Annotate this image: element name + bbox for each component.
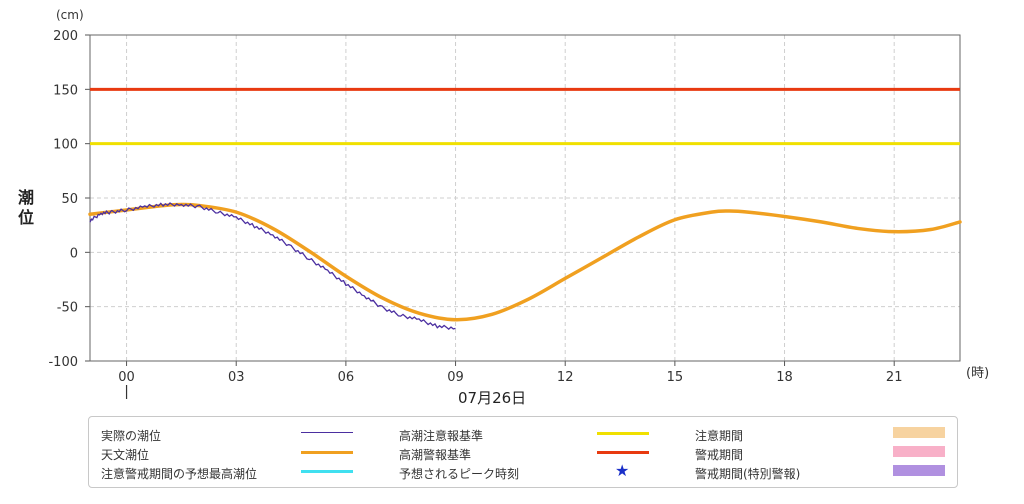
y-tick-label: -50 [57, 301, 78, 316]
y-axis-label-char-2: 位 [18, 208, 35, 227]
star-icon: ★ [615, 461, 630, 480]
y-tick-label: 100 [53, 138, 78, 153]
legend-label-astronomical-tide: 天文潮位 [101, 448, 150, 462]
legend-swatch-predicted-max-tide [301, 470, 353, 473]
tide-chart: -100 -50 0 50 100 150 200 00 03 06 09 12 15 18 21 (cm) (… [48, 8, 989, 407]
x-tick-label: 21 [886, 370, 903, 385]
y-unit-label: (cm) [56, 8, 84, 22]
series-actual-tide-line [89, 202, 456, 330]
x-tick-label: 15 [667, 370, 684, 385]
legend-swatch-advisory-level [597, 432, 649, 435]
y-tick-label: 200 [53, 29, 78, 44]
x-unit-label: (時) [966, 366, 989, 381]
legend-swatch-warning-period [893, 446, 945, 457]
legend-label-advisory-level: 高潮注意報基準 [399, 429, 484, 443]
legend-label-actual-tide: 実際の潮位 [101, 429, 162, 443]
series-astronomical-tide-line [88, 202, 962, 322]
legend-label-warning-level: 高潮警報基準 [399, 448, 472, 462]
legend-swatch-advisory-period [893, 427, 945, 438]
legend-label-advisory-period: 注意期間 [695, 429, 744, 443]
y-axis-label-char-1: 潮 [18, 188, 35, 207]
legend-swatch-warning-level [597, 451, 649, 454]
x-tick-label: 00 [118, 370, 135, 385]
legend-swatch-astronomical-tide [301, 451, 353, 454]
legend-label-predicted-max-tide: 注意警戒期間の予想最高潮位 [101, 467, 258, 481]
y-tick-label: -100 [48, 355, 78, 370]
x-tick-label: 06 [338, 370, 355, 385]
date-label: 07月26日 [458, 389, 526, 407]
chart-legend: 実際の潮位 天文潮位 注意警戒期間の予想最高潮位 高潮注意報基準 高潮警報基準 … [88, 416, 958, 488]
x-tick-label: 18 [776, 370, 793, 385]
y-tick-label: 150 [53, 83, 78, 98]
plot-frame [89, 34, 961, 362]
legend-swatch-actual-tide [301, 432, 353, 433]
legend-label-peak-time: 予想されるピーク時刻 [399, 467, 520, 481]
x-tick-label: 09 [447, 370, 464, 385]
legend-label-special-warning-period: 警戒期間(特別警報) [695, 467, 801, 481]
x-tick-label: 12 [557, 370, 574, 385]
legend-label-warning-period: 警戒期間 [695, 448, 744, 462]
legend-swatch-special-warning-period [893, 465, 945, 476]
y-tick-label: 50 [61, 192, 78, 207]
y-tick-label: 0 [70, 246, 78, 261]
x-tick-label: 03 [228, 370, 245, 385]
